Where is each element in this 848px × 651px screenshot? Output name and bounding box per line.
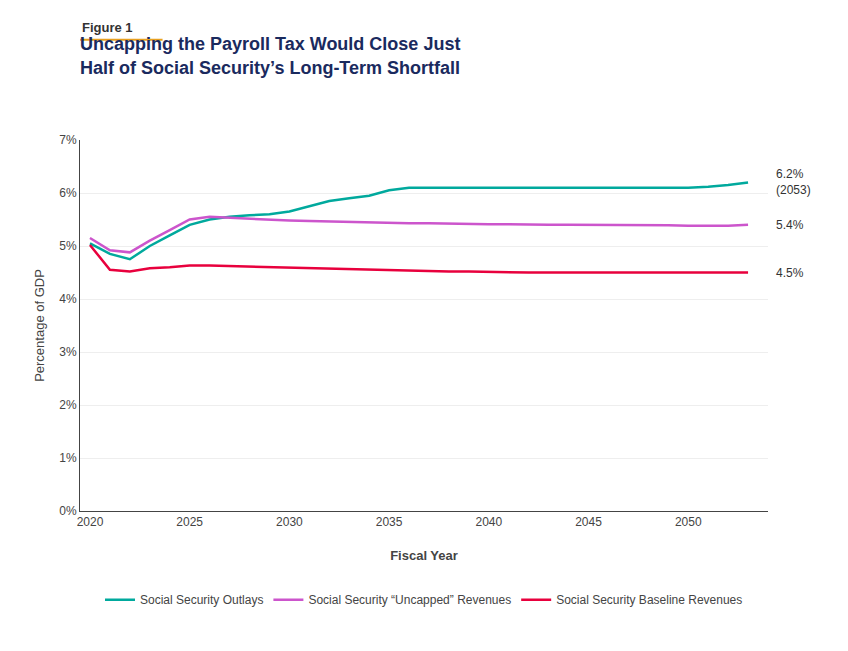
svg-text:2040: 2040 xyxy=(475,515,502,529)
svg-text:6%: 6% xyxy=(59,186,77,200)
svg-text:6.2%(2053): 6.2%(2053) xyxy=(776,167,811,197)
svg-text:Fiscal Year: Fiscal Year xyxy=(390,548,458,563)
svg-text:Social Security Baseline Reven: Social Security Baseline Revenues xyxy=(556,593,742,607)
svg-text:2050: 2050 xyxy=(675,515,702,529)
svg-text:Uncapping the Payroll Tax Woul: Uncapping the Payroll Tax Would Close Ju… xyxy=(80,34,460,77)
svg-text:7%: 7% xyxy=(59,133,77,147)
svg-text:2025: 2025 xyxy=(176,515,203,529)
svg-text:0%: 0% xyxy=(59,504,77,518)
svg-text:Percentage of GDP: Percentage of GDP xyxy=(32,269,47,382)
svg-text:3%: 3% xyxy=(59,345,77,359)
svg-text:5.4%: 5.4% xyxy=(776,218,804,232)
svg-text:2035: 2035 xyxy=(376,515,403,529)
svg-text:Social Security “Uncapped” Rev: Social Security “Uncapped” Revenues xyxy=(308,593,511,607)
svg-text:Figure 1: Figure 1 xyxy=(82,20,133,35)
svg-text:2%: 2% xyxy=(59,398,77,412)
svg-text:Social Security Outlays: Social Security Outlays xyxy=(140,593,263,607)
svg-text:4.5%: 4.5% xyxy=(776,266,804,280)
svg-text:4%: 4% xyxy=(59,292,77,306)
svg-text:5%: 5% xyxy=(59,239,77,253)
svg-text:2020: 2020 xyxy=(77,515,104,529)
svg-text:2045: 2045 xyxy=(575,515,602,529)
svg-text:2030: 2030 xyxy=(276,515,303,529)
svg-text:1%: 1% xyxy=(59,451,77,465)
